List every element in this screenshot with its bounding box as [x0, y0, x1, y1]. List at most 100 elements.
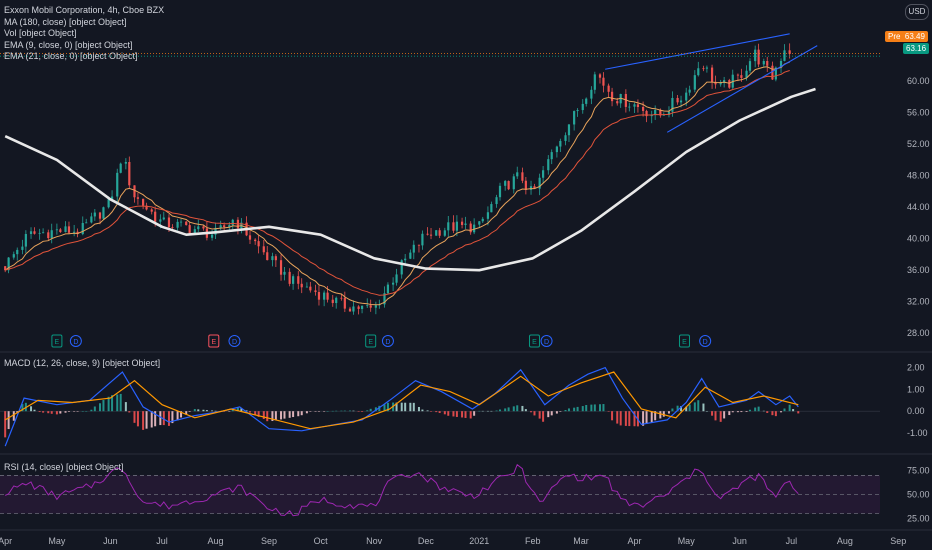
candle-body [395, 274, 398, 283]
candle-body [421, 233, 424, 246]
candle-body [142, 198, 145, 206]
candle-body [607, 85, 610, 92]
macd-histogram-bar [102, 400, 105, 412]
candle-body [335, 297, 338, 304]
trendlines[interactable] [0, 33, 880, 133]
earnings-icon [528, 334, 540, 348]
candle-body [447, 222, 450, 231]
macd-histogram-bar [711, 411, 714, 416]
macd-histogram-bar [409, 402, 412, 412]
candle-body [7, 257, 10, 271]
time-tick-label: Aug [837, 536, 853, 546]
candle-body [504, 181, 507, 186]
macd-histogram-bar [262, 411, 265, 420]
macd-histogram-bar [47, 411, 50, 414]
candle-body [754, 49, 757, 62]
macd-histogram-bar [524, 409, 527, 412]
macd-histogram-bar [616, 411, 619, 424]
candle-body [529, 186, 533, 190]
time-tick-label: Sep [890, 536, 906, 546]
macd-histogram-bar [366, 410, 369, 412]
candle-body [133, 185, 136, 198]
candle-body [262, 246, 265, 253]
macd-histogram-bar [214, 410, 217, 412]
rsi-legend[interactable]: RSI (14, close) [object Object] [4, 462, 124, 474]
candle-body [714, 81, 717, 85]
macd-histogram-bar [400, 402, 403, 412]
candle-body [145, 205, 148, 210]
candle-body [154, 211, 157, 222]
candle-body [167, 217, 171, 228]
macd-histogram-bar [555, 411, 558, 414]
candle-body [228, 225, 231, 228]
candle-body [64, 226, 67, 233]
macd-histogram-bar [314, 411, 317, 412]
macd-histogram-bar [662, 411, 665, 417]
candle-body [309, 286, 312, 291]
time-tick-label: Nov [366, 536, 383, 546]
ema21-legend[interactable]: EMA (21, close, 0) [object Object] [4, 51, 138, 61]
price-tick-label: 32.00 [907, 297, 930, 307]
time-tick-label: Mar [573, 536, 589, 546]
macd-histogram-bar [740, 411, 743, 413]
macd-histogram-bar [300, 411, 303, 416]
macd-histogram-bar [680, 406, 683, 412]
macd-histogram-bar [599, 404, 601, 412]
candle-body [179, 221, 183, 223]
macd-histogram-bar [228, 411, 231, 412]
dividend-icon [381, 335, 394, 347]
macd-histogram-bar [335, 410, 338, 412]
time-tick-label: Apr [0, 536, 12, 546]
candle-body [202, 226, 205, 229]
macd-histogram-bar [159, 411, 162, 426]
candle-body [498, 185, 502, 198]
macd-histogram-bar [257, 411, 260, 417]
candle-body [150, 209, 153, 212]
event-label: D [385, 339, 390, 346]
ema9-legend[interactable]: EMA (9, close, 0) [object Object] [4, 39, 133, 50]
macd-histogram-bar [705, 410, 708, 412]
time-tick-label: May [48, 536, 66, 546]
dividend-icon [699, 335, 712, 347]
candle-body [366, 305, 369, 307]
vol-legend[interactable]: Vol [object Object] [4, 28, 77, 38]
candle-body [50, 230, 53, 239]
candle-body [400, 260, 403, 275]
ema21-line [5, 70, 790, 296]
candle-body [274, 256, 277, 261]
candle-body [197, 226, 200, 230]
macd-histogram-bar [176, 411, 179, 421]
candle-body [593, 74, 596, 90]
candle-body [659, 109, 662, 116]
macd-histogram-bar [162, 411, 165, 426]
macd-histogram-bar [486, 410, 489, 412]
price-tick-label: 52.00 [907, 139, 930, 149]
macd-histogram-bar [585, 405, 588, 412]
candle-body [340, 297, 343, 299]
macd-histogram-bar [404, 402, 407, 412]
ma-legend[interactable]: MA (180, close) [object Object] [4, 16, 127, 27]
candle-body [73, 231, 76, 233]
macd-histogram-bar [67, 411, 70, 412]
macd-legend[interactable]: MACD (12, 26, close, 9) [object Object] [4, 358, 160, 370]
candle-body [343, 297, 346, 309]
candle-body [654, 109, 657, 115]
candle-body [585, 98, 588, 104]
candle-body [719, 83, 722, 85]
macd-histogram-bar [645, 411, 648, 424]
currency-badge[interactable]: USD [905, 4, 929, 20]
macd-histogram-bar [90, 409, 93, 412]
candle-body [283, 271, 286, 275]
macd-histogram-bar [136, 411, 139, 427]
candle-body [460, 221, 464, 225]
macd-histogram-bar [283, 411, 286, 419]
time-tick-label: Jul [786, 536, 798, 546]
candle-body [47, 232, 50, 239]
macd-histogram-bar [542, 411, 545, 422]
candle-body [271, 256, 274, 261]
candle-body [128, 161, 131, 186]
rsi-line [4, 463, 799, 517]
candle-body [297, 276, 300, 284]
